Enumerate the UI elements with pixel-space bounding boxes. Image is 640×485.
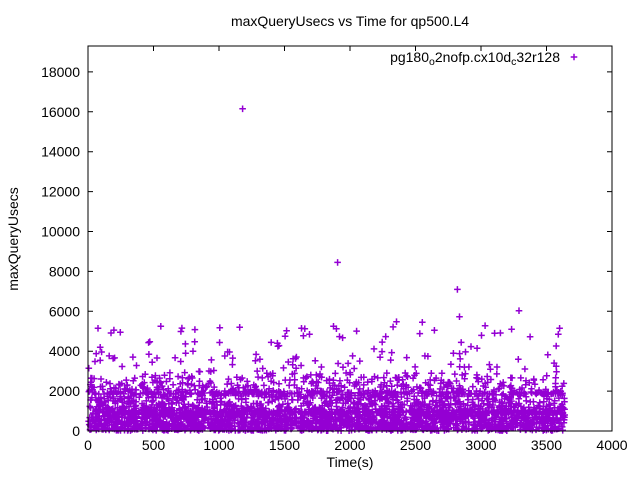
- x-tick-label: 4000: [596, 437, 627, 453]
- legend: pg180o2nofp.cx10dc32r128: [390, 49, 578, 68]
- x-tick-label: 3500: [531, 437, 562, 453]
- legend-label-segment: pg180: [390, 49, 429, 65]
- legend-series-label: pg180o2nofp.cx10dc32r128: [390, 49, 560, 68]
- y-tick-label: 16000: [41, 104, 80, 120]
- y-axis-label: maxQueryUsecs: [5, 187, 21, 290]
- legend-label-subscript: o: [429, 56, 435, 68]
- x-tick-label: 2000: [334, 437, 365, 453]
- x-tick-label: 500: [142, 437, 166, 453]
- legend-plus-marker-icon: [570, 53, 578, 61]
- legend-label-subscript: c: [511, 56, 516, 68]
- chart-title: maxQueryUsecs vs Time for qp500.L4: [231, 13, 469, 29]
- axis-tick-labels: 0 500 1000 1500 2000 2500 3000 3500 4000 0 2000 400…: [41, 64, 628, 453]
- y-tick-label: 2000: [49, 383, 80, 399]
- y-tick-label: 0: [72, 423, 80, 439]
- x-axis-label: Time(s): [327, 454, 374, 470]
- scatter-data-points: [85, 105, 568, 434]
- x-tick-label: 0: [84, 437, 92, 453]
- plot-border: [87, 45, 613, 432]
- y-tick-label: 14000: [41, 144, 80, 160]
- legend-label-segment: 32r128: [516, 49, 560, 65]
- x-tick-label: 1000: [203, 437, 234, 453]
- y-tick-label: 6000: [49, 303, 80, 319]
- legend-label-segment: 2nofp.cx10d: [435, 49, 511, 65]
- y-tick-label: 4000: [49, 343, 80, 359]
- x-tick-label: 1500: [269, 437, 300, 453]
- y-tick-label: 10000: [41, 224, 80, 240]
- data-points-layer: [85, 105, 568, 434]
- y-tick-label: 18000: [41, 64, 80, 80]
- y-tick-label: 12000: [41, 184, 80, 200]
- x-tick-label: 2500: [400, 437, 431, 453]
- y-tick-label: 8000: [49, 263, 80, 279]
- x-tick-label: 3000: [465, 437, 496, 453]
